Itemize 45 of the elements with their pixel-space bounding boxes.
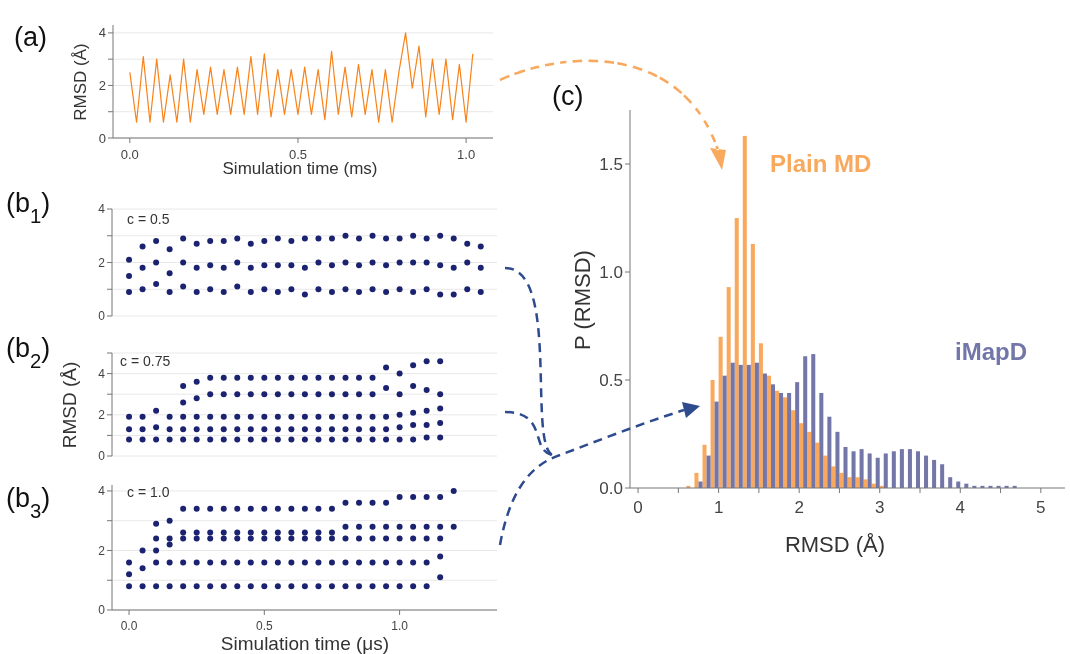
- chart-title: (a): [14, 22, 47, 52]
- x-tick-label: 3: [874, 498, 885, 517]
- x-tick-label: 1.0: [457, 147, 476, 162]
- x-tick-label: 1.0: [391, 619, 409, 633]
- y-tick-label: 4: [98, 484, 106, 499]
- x-tick-label: 0.0: [120, 147, 139, 162]
- x-tick-label: 1: [713, 498, 724, 517]
- y-axis-title: P (RMSD): [570, 250, 595, 350]
- y-tick-label: 1.5: [599, 154, 623, 174]
- x-tick-label: 0.5: [288, 147, 307, 162]
- x-tick-label: 4: [955, 498, 966, 517]
- y-tick-label: 0: [98, 449, 106, 464]
- annotation: c = 0.5: [127, 211, 170, 227]
- y-axis-title: RMSD (Å): [71, 43, 90, 121]
- x-tick-label: 0.0: [120, 619, 138, 633]
- text: iMapD: [955, 338, 1027, 365]
- x-axis-title: Simulation time (μs): [220, 633, 390, 654]
- annotation: c = 0.75: [120, 353, 171, 369]
- chart-title: (b$_{2}$): [6, 333, 51, 372]
- x-axis-title: RMSD (Å): [784, 532, 886, 557]
- line-series: [129, 32, 474, 123]
- y-tick-label: 4: [98, 366, 106, 381]
- y-tick-label: 2: [98, 77, 106, 93]
- annotation: c = 1.0: [127, 484, 170, 500]
- chart-title: (b$_{1}$): [6, 188, 51, 227]
- y-tick-label: 0.0: [599, 478, 623, 498]
- x-tick-label: 0: [633, 498, 643, 517]
- y-tick-label: 0: [98, 309, 106, 324]
- y-tick-label: 2: [98, 408, 106, 422]
- y-tick-label: 2: [98, 543, 106, 558]
- y-tick-label: 0.5: [599, 370, 623, 390]
- x-axis-title: Simulation time (ms): [222, 159, 378, 178]
- x-tick-label: 2: [794, 498, 804, 517]
- y-tick-label: 4: [98, 202, 106, 217]
- y-tick-label: 4: [98, 25, 106, 41]
- chart-title: (c): [552, 81, 584, 111]
- y-tick-label: 0: [98, 603, 106, 618]
- legend-label: Plain MD: [770, 150, 872, 177]
- y-tick-label: 1.0: [599, 262, 623, 282]
- x-tick-label: 0.5: [255, 619, 273, 633]
- chart-title: (b$_{3}$): [6, 483, 51, 522]
- y-tick-label: 2: [98, 255, 106, 270]
- y-axis-title: RMSD (Å): [59, 361, 80, 449]
- x-tick-label: 5: [1036, 498, 1046, 517]
- y-tick-label: 0: [98, 130, 106, 146]
